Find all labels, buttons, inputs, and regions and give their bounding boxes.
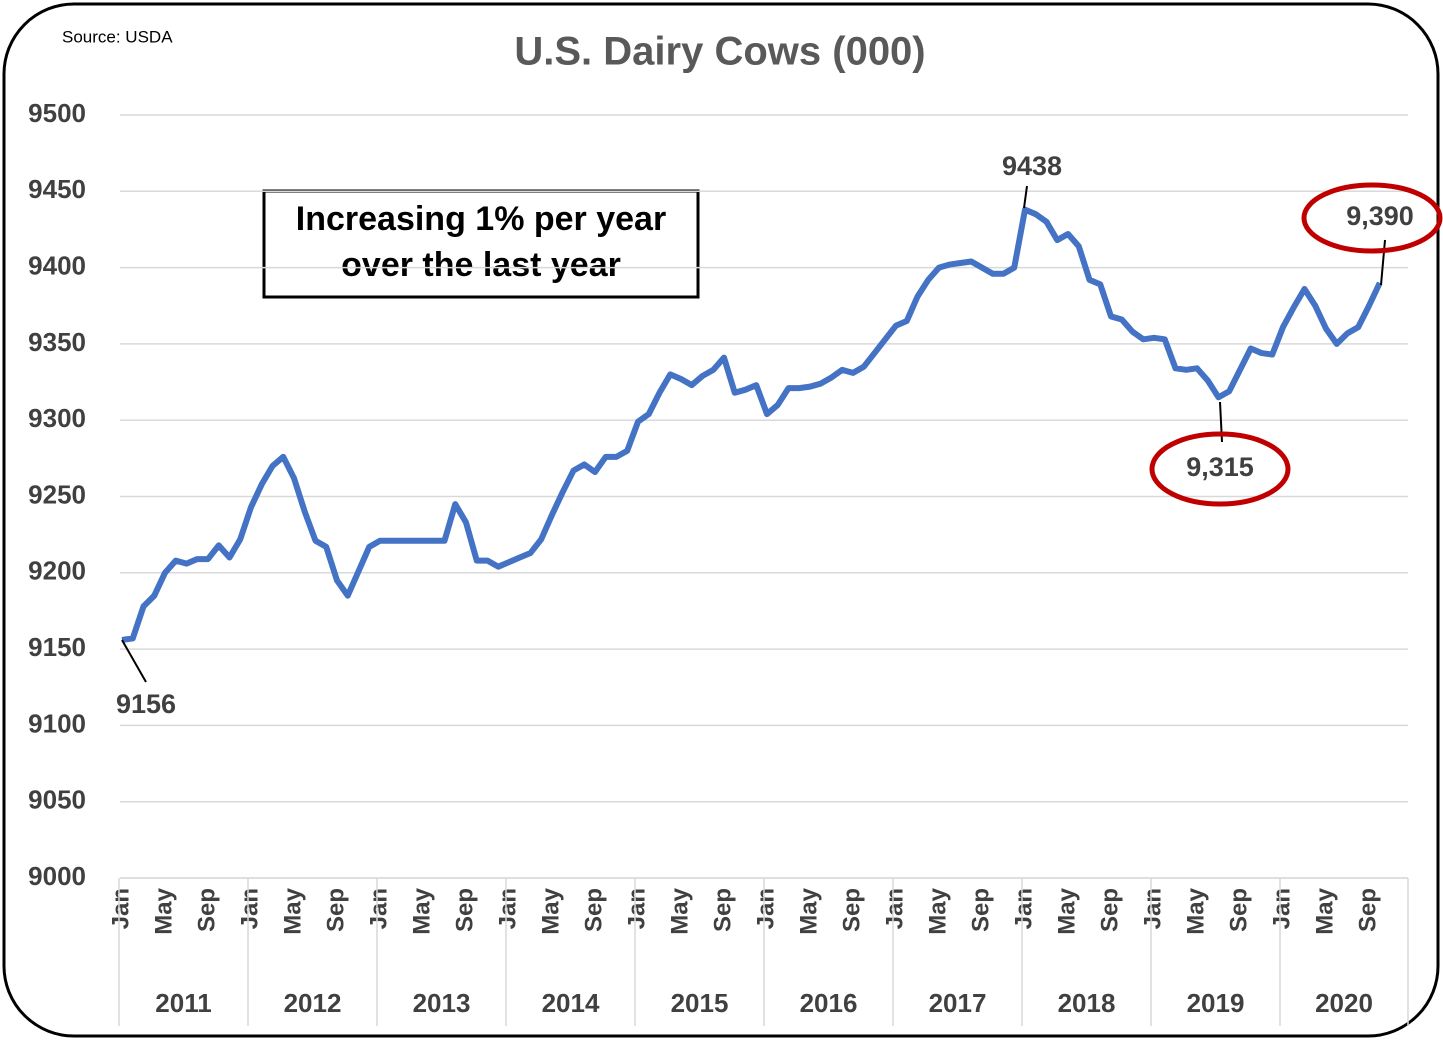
x-group-label: 2012 — [284, 988, 342, 1018]
x-group-label: 2019 — [1187, 988, 1245, 1018]
x-tick-label: Jan — [494, 888, 521, 929]
x-tick-label: Jan — [1139, 888, 1166, 929]
x-tick-label: Sep — [709, 888, 736, 932]
x-tick-label: Sep — [1354, 888, 1381, 932]
x-tick-label: May — [795, 887, 822, 934]
data-label: 9156 — [116, 689, 176, 719]
data-label: 9,315 — [1186, 452, 1254, 482]
x-tick-label: May — [279, 887, 306, 934]
x-group-label: 2018 — [1058, 988, 1116, 1018]
x-group-label: 2020 — [1315, 988, 1373, 1018]
x-group-label: 2016 — [800, 988, 858, 1018]
grid: 9000 9050 9100 9150 9200 9250 9300 9350 9400 9450… — [28, 98, 1409, 1026]
plot — [121, 206, 1383, 643]
x-tick-label: May — [537, 887, 564, 934]
annotation-wrap: Increasing 1% per year over the last yea… — [295, 200, 667, 284]
x-tick-label: Jan — [1010, 888, 1037, 929]
y-tick-label: 9150 — [28, 632, 86, 662]
y-tick-label: 9050 — [28, 785, 86, 815]
x-tick-label: Jan — [752, 888, 779, 929]
x-tick-label: Jan — [107, 888, 134, 929]
y-tick-label: 9500 — [28, 98, 86, 128]
x-tick-label: May — [666, 887, 693, 934]
data-line — [121, 206, 1383, 643]
annotation: Increasing 1% per year over the last yea… — [295, 200, 667, 284]
y-tick-label: 9350 — [28, 327, 86, 357]
x-tick-label: Sep — [580, 888, 607, 932]
x-tick-label: May — [1053, 887, 1080, 934]
x-tick-label: Sep — [193, 888, 220, 932]
y-tick-label: 9200 — [28, 556, 86, 586]
data-label: 9438 — [1002, 151, 1062, 181]
x-group-label: 2011 — [155, 988, 211, 1018]
leader-line — [1023, 185, 1028, 209]
y-tick-label: 9100 — [28, 708, 86, 738]
x-tick-label: Jan — [1268, 888, 1295, 929]
x-tick-label: May — [150, 887, 177, 934]
x-tick-label: Jan — [365, 888, 392, 929]
annotation-box — [262, 189, 700, 299]
x-tick-label: Sep — [1225, 888, 1252, 932]
x-group-label: 2017 — [929, 988, 987, 1018]
source: Source: USDA — [62, 27, 173, 46]
y-tick-label: 9000 — [28, 861, 86, 891]
x-group-label: 2015 — [671, 988, 729, 1018]
x-tick-label: May — [1182, 887, 1209, 934]
x-tick-label: Sep — [967, 888, 994, 932]
x-tick-label: Sep — [1096, 888, 1123, 932]
x-tick-label: Jan — [881, 888, 908, 929]
data-label: 9,390 — [1346, 201, 1414, 231]
x-tick-label: May — [924, 887, 951, 934]
y-tick-label: 9250 — [28, 479, 86, 509]
x-tick-label: Sep — [322, 888, 349, 932]
leader-line — [121, 639, 147, 683]
x-group-label: 2013 — [413, 988, 471, 1018]
leader-line — [1380, 239, 1386, 286]
chart-title: U.S. Dairy Cows (000) — [514, 30, 925, 74]
highlight-circle — [1301, 182, 1443, 254]
x-tick-label: May — [408, 887, 435, 934]
y-tick-label: 9300 — [28, 403, 86, 433]
highlight-circle — [1149, 431, 1291, 507]
x-tick-label: May — [1311, 887, 1338, 934]
y-tick-label: 9450 — [28, 174, 86, 204]
x-tick-label: Sep — [451, 888, 478, 932]
x-tick-label: Jan — [623, 888, 650, 929]
x-group-label: 2014 — [542, 988, 600, 1018]
y-tick-label: 9400 — [28, 250, 86, 280]
x-tick-label: Jan — [236, 888, 263, 929]
x-tick-label: Sep — [838, 888, 865, 932]
